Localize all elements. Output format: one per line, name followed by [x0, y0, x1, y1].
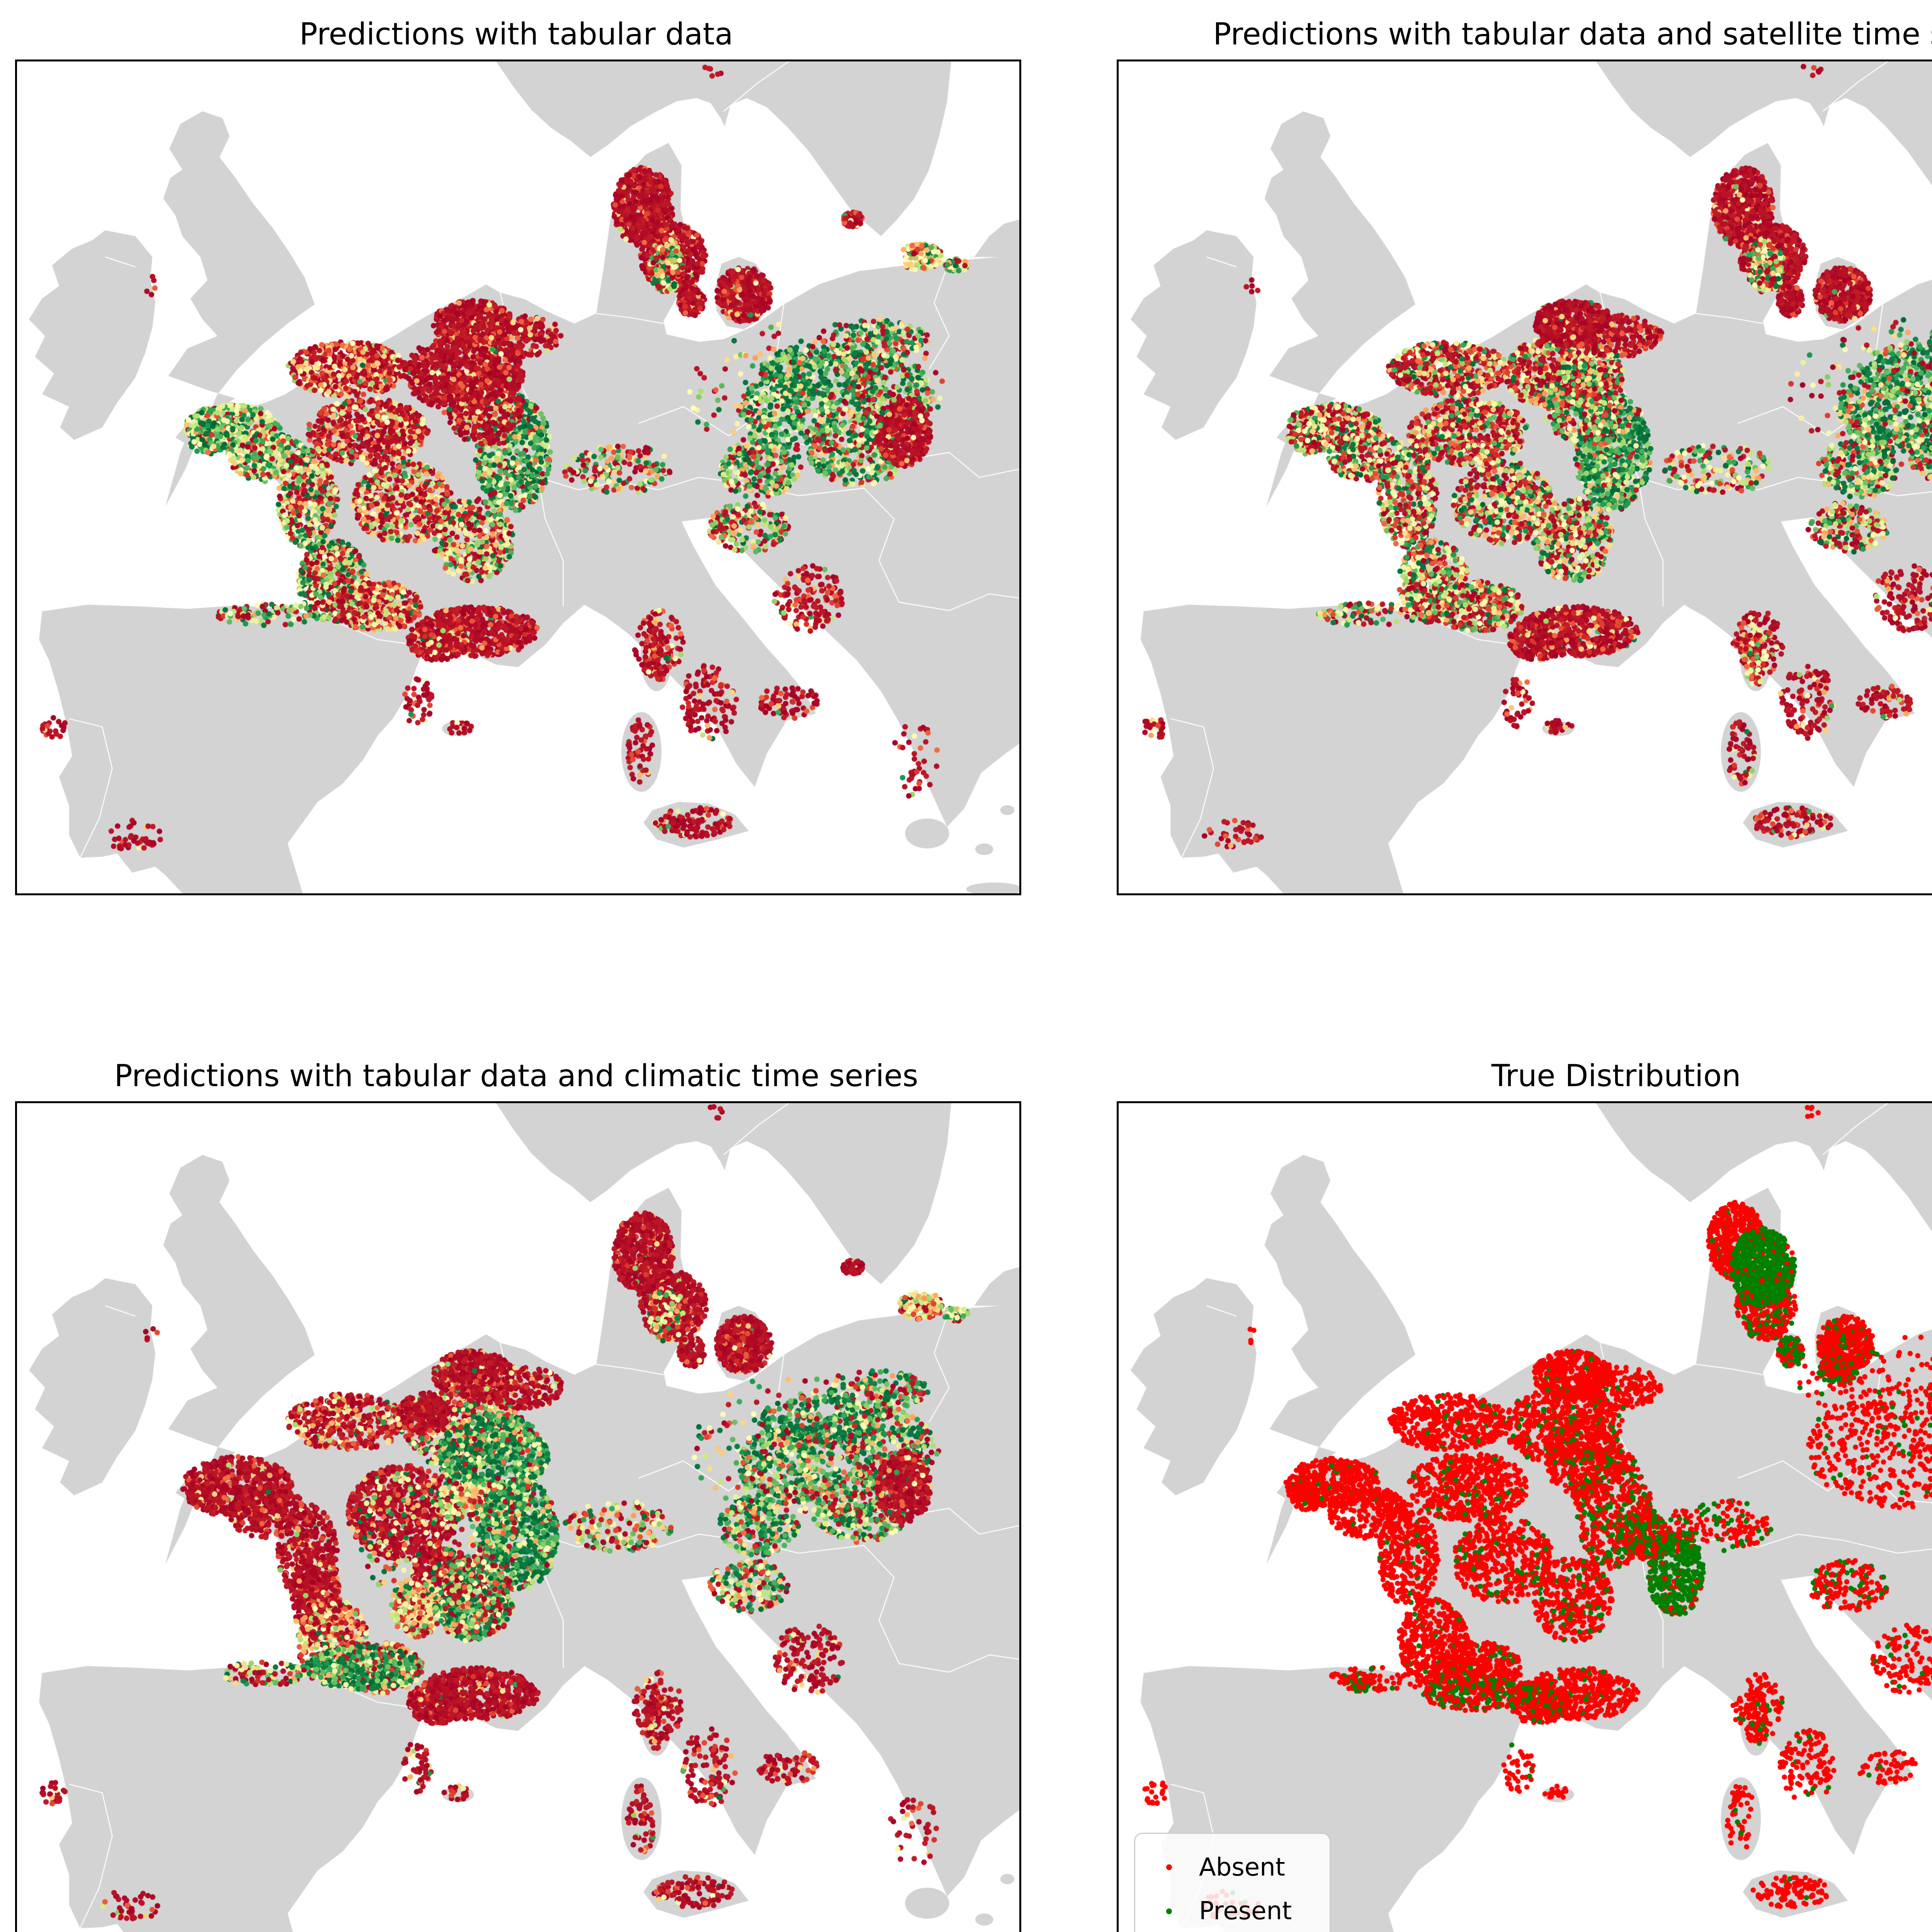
map-panel-climatic: Predictions with tabular data and climat…	[15, 1060, 1021, 1932]
map-panel-tabular: Predictions with tabular data	[15, 18, 1021, 895]
map-canvas-true-distribution	[1119, 1103, 1932, 1932]
map-canvas-climatic	[17, 1103, 1019, 1932]
panel-title-true-distribution: True Distribution	[1491, 1059, 1741, 1094]
legend-item-present: Present	[1166, 1897, 1330, 1925]
absent-marker-icon	[1166, 1864, 1172, 1871]
map-canvas-tabular	[17, 61, 1019, 893]
legend: Absent Present	[1134, 1833, 1331, 1932]
panel-title-tabular: Predictions with tabular data	[299, 17, 733, 52]
legend-item-absent: Absent	[1166, 1853, 1330, 1882]
present-marker-icon	[1166, 1908, 1172, 1914]
panel-title-satellite: Predictions with tabular data and satell…	[1213, 17, 1932, 52]
legend-label-absent: Absent	[1199, 1853, 1285, 1882]
panel-title-climatic: Predictions with tabular data and climat…	[114, 1059, 918, 1094]
map-panel-satellite: Predictions with tabular data and satell…	[1117, 18, 1932, 895]
map-canvas-satellite	[1119, 61, 1932, 893]
legend-label-present: Present	[1199, 1897, 1292, 1926]
map-panel-true-distribution: True Distribution Absent Present	[1117, 1060, 1932, 1932]
